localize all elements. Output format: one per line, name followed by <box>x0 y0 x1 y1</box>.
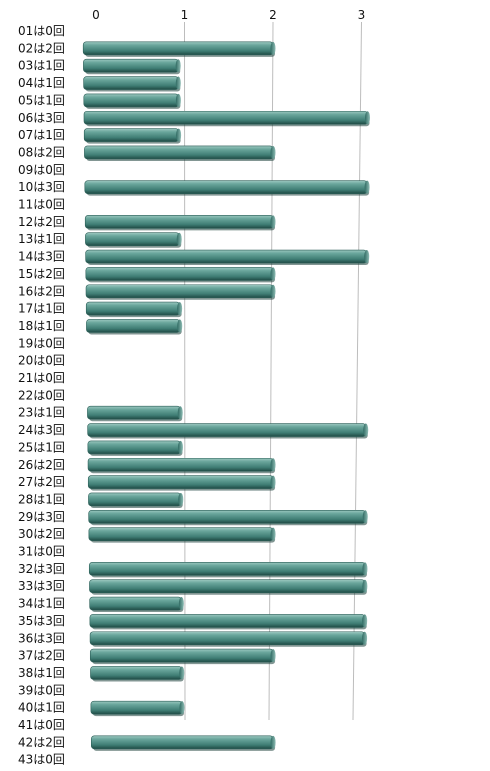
bar <box>83 110 371 127</box>
category-label: 09は0回 <box>18 163 65 177</box>
bar <box>83 58 181 75</box>
grid-line <box>184 21 186 721</box>
category-label: 32は3回 <box>18 562 65 576</box>
bar <box>87 440 183 456</box>
category-label: 41は0回 <box>18 718 65 732</box>
category-label: 39は0回 <box>18 683 65 697</box>
category-label: 40は1回 <box>18 701 65 715</box>
bar <box>83 93 181 109</box>
bar <box>82 41 276 57</box>
category-label: 42は2回 <box>18 735 65 749</box>
bar <box>89 648 276 665</box>
grid-line <box>352 21 362 721</box>
category-label: 03は1回 <box>18 59 65 73</box>
bar <box>88 562 368 578</box>
category-label: 30は2回 <box>18 527 65 541</box>
bar <box>84 215 276 231</box>
category-label: 08は2回 <box>18 145 65 159</box>
bar <box>89 631 368 647</box>
x-axis-ticks: 0 1 2 3 <box>92 8 365 22</box>
bar <box>87 405 183 422</box>
x-tick-label: 2 <box>269 8 277 22</box>
category-label: 24は3回 <box>18 423 65 437</box>
bar <box>88 509 368 526</box>
bar <box>86 319 183 335</box>
bar <box>85 267 276 283</box>
category-label: 21は0回 <box>18 371 65 385</box>
bar <box>90 735 276 751</box>
category-label: 04は1回 <box>18 76 65 90</box>
category-label: 28は1回 <box>18 492 65 506</box>
category-label: 12は2回 <box>18 215 65 229</box>
bar <box>84 180 370 196</box>
category-label: 02は2回 <box>18 41 65 55</box>
category-label: 37は2回 <box>18 649 65 663</box>
grid-line <box>268 21 274 721</box>
category-label: 22は0回 <box>18 388 65 402</box>
category-label: 35は3回 <box>18 614 65 628</box>
category-label: 06は3回 <box>18 111 65 125</box>
bar <box>88 527 276 543</box>
bar <box>89 614 368 630</box>
category-label: 15は2回 <box>18 267 65 281</box>
category-label: 29は3回 <box>18 510 65 524</box>
category-label: 11は0回 <box>18 198 65 212</box>
bar <box>84 145 276 161</box>
x-tick-label: 0 <box>92 8 100 22</box>
bars <box>82 41 371 751</box>
x-tick-label: 1 <box>181 8 189 22</box>
bar <box>83 128 182 144</box>
bar <box>88 492 184 508</box>
category-label: 16は2回 <box>18 284 65 298</box>
category-label: 23は1回 <box>18 406 65 420</box>
bar <box>90 700 185 717</box>
category-label: 19は0回 <box>18 336 65 350</box>
bar <box>83 76 181 92</box>
category-label: 31は0回 <box>18 545 65 559</box>
bar <box>85 249 370 266</box>
bar <box>90 666 185 682</box>
category-label: 38は1回 <box>18 666 65 680</box>
category-label: 05は1回 <box>18 93 65 107</box>
bar <box>89 596 184 613</box>
category-label: 25は1回 <box>18 440 65 454</box>
category-label: 17は1回 <box>18 302 65 316</box>
category-label: 13は1回 <box>18 232 65 246</box>
bar <box>87 423 369 439</box>
x-tick-label: 3 <box>358 8 366 22</box>
category-label: 26は2回 <box>18 458 65 472</box>
bar <box>87 475 276 491</box>
category-label: 07は1回 <box>18 128 65 142</box>
bar <box>85 301 183 318</box>
category-labels: 01は0回 02は2回 03は1回 04は1回 05は1回 06は3回 07は1回 08は2回… <box>18 24 65 767</box>
category-label: 01は0回 <box>18 24 65 38</box>
category-label: 14は3回 <box>18 250 65 264</box>
category-label: 36は3回 <box>18 631 65 645</box>
category-label: 33は3回 <box>18 579 65 593</box>
grid-lines <box>184 21 362 721</box>
category-label: 27は2回 <box>18 475 65 489</box>
category-label: 34は1回 <box>18 597 65 611</box>
category-label: 43は0回 <box>18 753 65 767</box>
bar <box>89 579 368 595</box>
category-label: 10は3回 <box>18 180 65 194</box>
bar <box>85 232 182 248</box>
bar <box>87 457 276 474</box>
bar <box>85 284 276 300</box>
category-label: 18は1回 <box>18 319 65 333</box>
category-label: 20は0回 <box>18 354 65 368</box>
